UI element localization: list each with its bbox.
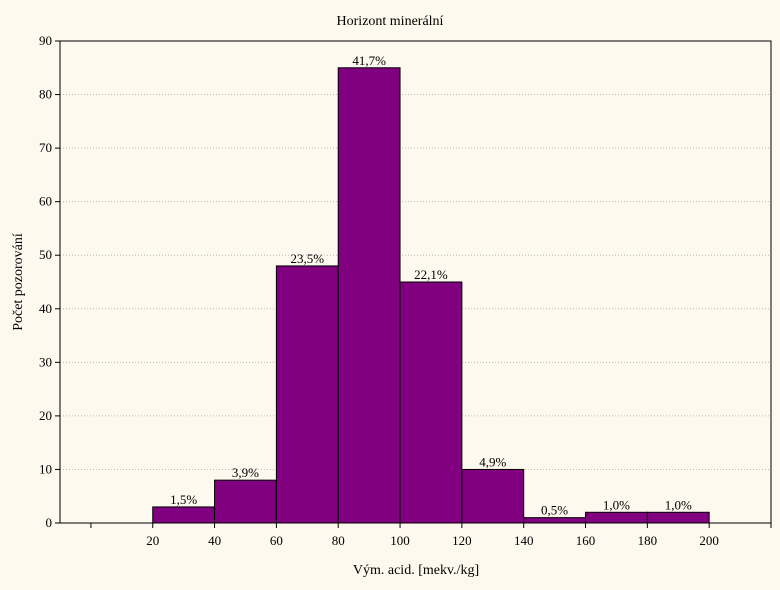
y-tick-label: 50 bbox=[39, 247, 52, 262]
bar-label-7: 1,0% bbox=[603, 497, 630, 512]
x-tick-label: 140 bbox=[514, 533, 534, 548]
x-axis-ticks: 20 40 60 80 100 120 140 160 180 200 bbox=[90, 523, 772, 548]
y-tick-label: 0 bbox=[46, 515, 53, 530]
y-axis-ticks: 0 10 20 30 40 50 60 70 80 90 bbox=[39, 33, 60, 530]
bar-label-2: 23,5% bbox=[291, 251, 325, 266]
x-tick-label: 160 bbox=[576, 533, 596, 548]
x-tick-label: 20 bbox=[146, 533, 159, 548]
x-tick-label: 60 bbox=[270, 533, 283, 548]
y-axis-title: Počet pozorování bbox=[11, 233, 26, 331]
x-tick-label: 180 bbox=[638, 533, 658, 548]
bar-label-5: 4,9% bbox=[479, 454, 506, 469]
bar-data-labels: 1,5% 3,9% 23,5% 41,7% 22,1% 4,9% 0,5% 1,0% 1,0% bbox=[170, 53, 692, 518]
histogram-bar-2 bbox=[275, 265, 339, 524]
x-tick-label: 80 bbox=[332, 533, 345, 548]
bar-label-6: 0,5% bbox=[541, 503, 568, 518]
histogram-bar-6 bbox=[523, 517, 587, 524]
x-tick-label: 40 bbox=[208, 533, 221, 548]
x-tick-label: 200 bbox=[699, 533, 719, 548]
y-tick-label: 40 bbox=[39, 301, 52, 316]
y-tick-label: 90 bbox=[39, 33, 52, 48]
histogram-bar-5 bbox=[461, 468, 525, 524]
bar-label-3: 41,7% bbox=[352, 53, 386, 68]
bar-label-0: 1,5% bbox=[170, 492, 197, 507]
histogram-bar-0 bbox=[152, 506, 216, 524]
bar-label-1: 3,9% bbox=[232, 465, 259, 480]
plot-frame bbox=[59, 40, 772, 524]
bar-label-4: 22,1% bbox=[414, 267, 448, 282]
y-tick-label: 30 bbox=[39, 354, 52, 369]
histogram-bars bbox=[152, 67, 710, 524]
bar-label-8: 1,0% bbox=[665, 497, 692, 512]
histogram-bar-7 bbox=[585, 511, 648, 524]
x-tick-label: 120 bbox=[452, 533, 472, 548]
histogram-bar-4 bbox=[399, 281, 463, 524]
x-tick-label: 100 bbox=[390, 533, 410, 548]
y-tick-label: 80 bbox=[39, 87, 52, 102]
chart-title: Horizont minerální bbox=[337, 14, 444, 29]
y-tick-label: 70 bbox=[39, 140, 52, 155]
y-tick-label: 20 bbox=[39, 408, 52, 423]
x-axis-title: Vým. acid. [mekv./kg] bbox=[353, 563, 479, 578]
y-tick-label: 10 bbox=[39, 461, 52, 476]
histogram-bar-3 bbox=[337, 67, 401, 524]
histogram-bar-8 bbox=[646, 511, 710, 524]
histogram-bar-1 bbox=[214, 479, 277, 524]
y-tick-label: 60 bbox=[39, 194, 52, 209]
